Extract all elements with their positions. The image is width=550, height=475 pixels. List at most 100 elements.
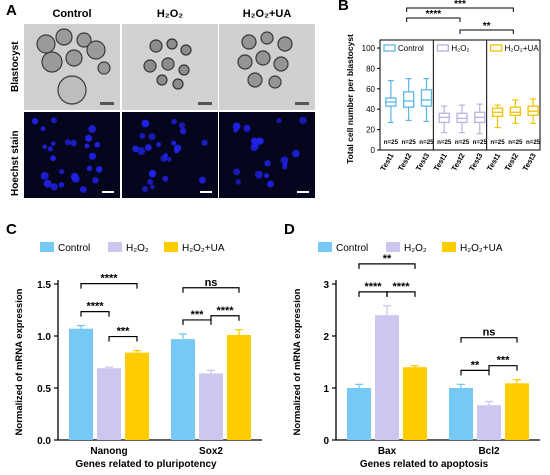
significance-label: ** [483,21,491,32]
bar-Bax-H₂O₂+UA [403,367,427,440]
nucleus-dot [243,124,251,132]
nucleus-dot [156,142,161,147]
legend-label: H₂O₂+UA [182,243,225,254]
y-tick-label: 0.0 [37,436,51,447]
nucleus-dot [40,171,49,180]
legend-label: H₂O₂+UA [505,44,540,53]
x-tick-label: Test1 [485,152,502,173]
significance-label: **** [426,9,442,20]
x-axis-label: Genes related to pluripotency [75,459,217,470]
significance-bracket [488,365,518,371]
y-tick-label: 60 [366,85,375,94]
x-tick-label: Test2 [503,152,520,173]
bar-Nanong-Control [69,328,93,440]
y-tick-label: 1 [323,384,329,395]
nucleus-dot [150,184,155,190]
nucleus-dot [148,133,156,141]
panel-a-letter: A [6,2,17,19]
significance-label: *** [497,355,511,367]
nucleus-dot [171,118,177,125]
nucleus-dot [233,168,241,176]
significance-bracket [182,287,240,293]
bar-Bax-H₂O₂ [375,315,399,440]
legend-swatch-H₂O₂ [108,242,122,252]
nucleus-dot [267,180,274,188]
nucleus-dot [166,156,172,162]
significance-label: **** [216,305,234,317]
x-tick-label: Nanong [90,446,127,457]
legend-label: H₂O₂+UA [460,243,503,254]
scale-bar [200,191,212,193]
nucleus-dot [50,155,56,161]
significance-bracket [459,29,514,34]
nucleus-dot [94,141,101,148]
nucleus-dot [179,127,187,135]
legend-label: H₂O₂ [404,243,427,254]
y-tick-label: 1.0 [37,332,51,343]
chart-d-bar: D Control H₂O₂ H₂O₂+UA Normalized of mRNA ex… [284,221,540,470]
nucleus-dot [160,155,168,162]
y-axis-label: Normalized of mRNA expression [292,288,303,435]
box-Control-Test3 [420,89,433,107]
nucleus-dot [147,178,154,185]
bar-Bcl2-H₂O₂ [477,405,501,440]
panel-d-letter: D [284,221,295,238]
nucleus-dot [64,139,71,146]
x-tick-label: Test1 [378,152,395,173]
y-tick-label: 2 [323,332,329,343]
significance-bracket [386,291,416,297]
n-label: n=25 [473,139,488,146]
significance-bracket [460,369,490,376]
legend-swatch-H₂O₂+UA [490,44,503,52]
bar-Sox2-H₂O₂+UA [227,334,251,440]
legend-swatch-H₂O₂ [436,44,449,52]
nucleus-dot [264,160,271,167]
nucleus-dot [256,137,262,143]
significance-bracket [182,319,212,325]
nucleus-dot [47,146,53,152]
nucleus-dot [141,186,148,192]
bar-Sox2-H₂O₂ [199,373,223,440]
nucleus-dot [31,118,39,125]
bar-Nanong-H₂O₂+UA [125,352,149,440]
y-tick-label: 20 [366,126,375,135]
nucleus-dot [276,118,282,124]
nucleus-dot [40,126,46,131]
legend-label: H₂O₂ [126,243,149,254]
n-label: n=25 [384,139,399,146]
legend-swatch-Control [318,242,332,252]
nucleus-dot [79,186,87,193]
nucleus-dot [171,140,177,146]
significance-bracket [406,7,514,12]
box-H₂O₂+UA-Test2 [509,106,521,116]
n-label: n=25 [437,139,452,146]
y-tick-label: 1.5 [37,280,51,291]
nucleus-dot [235,179,241,185]
nucleus-dot [255,170,263,179]
significance-bracket [210,315,240,321]
nucleus-dot [43,179,52,188]
legend-label: Control [398,44,424,53]
significance-bracket [358,263,416,269]
y-tick-label: 0 [371,146,376,155]
legend-swatch-H₂O₂+UA [442,242,456,252]
hoechst-image-h2o2-ua [219,112,315,198]
legend-swatch-Control [40,242,54,252]
nucleus-dot [299,116,307,125]
panel-c-letter: C [6,221,17,238]
x-tick-label: Test3 [521,152,538,173]
significance-bracket [406,17,461,22]
nucleus-dot [280,156,289,165]
n-label: n=25 [526,139,541,146]
y-tick-label: 3 [323,280,329,291]
nucleus-dot [264,173,269,179]
significance-bracket [80,311,110,317]
significance-bracket [108,335,138,342]
significance-label: *** [117,326,131,338]
x-tick-label: Test3 [467,152,484,173]
nucleus-dot [95,166,103,173]
significance-label: **** [364,281,382,293]
row-label-blastocyst: Blastocyst [10,41,21,92]
significance-label: ** [383,253,392,265]
bar-Bcl2-H₂O₂+UA [505,383,529,440]
